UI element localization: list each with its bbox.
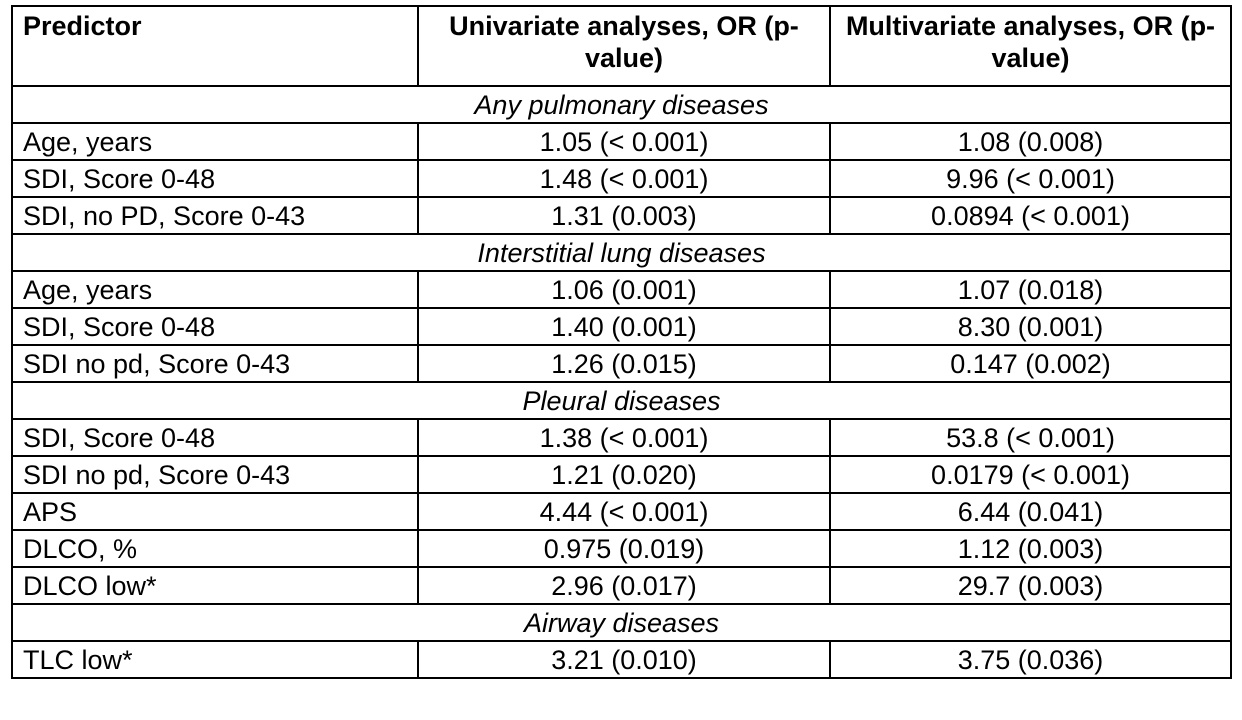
- table-header: Predictor Univariate analyses, OR (p-val…: [11, 5, 1232, 87]
- results-table: Predictor Univariate analyses, OR (p-val…: [11, 5, 1232, 679]
- table-row: Age, years 1.06 (0.001) 1.07 (0.018): [11, 270, 1232, 309]
- table-row: SDI, no PD, Score 0-43 1.31 (0.003) 0.0894…: [11, 196, 1232, 235]
- multivariate-cell: 9.96 (< 0.001): [829, 159, 1232, 198]
- section-title: Any pulmonary diseases: [11, 85, 1232, 124]
- multivariate-cell: 3.75 (0.036): [829, 640, 1232, 679]
- multivariate-cell: 8.30 (0.001): [829, 307, 1232, 346]
- table-body: Any pulmonary diseases Age, years 1.05 (< …: [11, 85, 1232, 679]
- univariate-cell: 1.38 (< 0.001): [417, 418, 831, 457]
- univariate-cell: 3.21 (0.010): [417, 640, 831, 679]
- predictor-cell: SDI, Score 0-48: [11, 418, 419, 457]
- univariate-cell: 0.975 (0.019): [417, 529, 831, 568]
- header-predictor: Predictor: [11, 5, 419, 87]
- predictor-cell: DLCO, %: [11, 529, 419, 568]
- predictor-cell: SDI no pd, Score 0-43: [11, 455, 419, 494]
- multivariate-cell: 0.147 (0.002): [829, 344, 1232, 383]
- univariate-cell: 1.05 (< 0.001): [417, 122, 831, 161]
- multivariate-cell: 1.12 (0.003): [829, 529, 1232, 568]
- table-row: SDI, Score 0-48 1.38 (< 0.001) 53.8 (< 0.0…: [11, 418, 1232, 457]
- predictor-cell: SDI, Score 0-48: [11, 159, 419, 198]
- table-row: SDI no pd, Score 0-43 1.21 (0.020) 0.0179 …: [11, 455, 1232, 494]
- section-row: Airway diseases: [11, 603, 1232, 642]
- univariate-cell: 1.31 (0.003): [417, 196, 831, 235]
- table-row: DLCO, % 0.975 (0.019) 1.12 (0.003): [11, 529, 1232, 568]
- univariate-cell: 1.21 (0.020): [417, 455, 831, 494]
- predictor-cell: SDI, Score 0-48: [11, 307, 419, 346]
- table-row: SDI, Score 0-48 1.40 (0.001) 8.30 (0.001): [11, 307, 1232, 346]
- multivariate-cell: 29.7 (0.003): [829, 566, 1232, 605]
- section-title: Airway diseases: [11, 603, 1232, 642]
- predictor-cell: Age, years: [11, 270, 419, 309]
- multivariate-cell: 0.0894 (< 0.001): [829, 196, 1232, 235]
- predictor-cell: SDI no pd, Score 0-43: [11, 344, 419, 383]
- section-row: Any pulmonary diseases: [11, 85, 1232, 124]
- section-title: Interstitial lung diseases: [11, 233, 1232, 272]
- table-row: DLCO low* 2.96 (0.017) 29.7 (0.003): [11, 566, 1232, 605]
- header-row: Predictor Univariate analyses, OR (p-val…: [11, 5, 1232, 87]
- table-row: APS 4.44 (< 0.001) 6.44 (0.041): [11, 492, 1232, 531]
- predictor-cell: TLC low*: [11, 640, 419, 679]
- multivariate-cell: 1.07 (0.018): [829, 270, 1232, 309]
- header-multivariate: Multivariate analyses, OR (p-value): [829, 5, 1232, 87]
- multivariate-cell: 6.44 (0.041): [829, 492, 1232, 531]
- univariate-cell: 4.44 (< 0.001): [417, 492, 831, 531]
- univariate-cell: 1.48 (< 0.001): [417, 159, 831, 198]
- multivariate-cell: 1.08 (0.008): [829, 122, 1232, 161]
- predictor-cell: DLCO low*: [11, 566, 419, 605]
- univariate-cell: 1.26 (0.015): [417, 344, 831, 383]
- section-title: Pleural diseases: [11, 381, 1232, 420]
- univariate-cell: 1.06 (0.001): [417, 270, 831, 309]
- table-row: TLC low* 3.21 (0.010) 3.75 (0.036): [11, 640, 1232, 679]
- header-univariate: Univariate analyses, OR (p-value): [417, 5, 831, 87]
- multivariate-cell: 0.0179 (< 0.001): [829, 455, 1232, 494]
- section-row: Interstitial lung diseases: [11, 233, 1232, 272]
- multivariate-cell: 53.8 (< 0.001): [829, 418, 1232, 457]
- table-row: Age, years 1.05 (< 0.001) 1.08 (0.008): [11, 122, 1232, 161]
- predictor-cell: SDI, no PD, Score 0-43: [11, 196, 419, 235]
- table-row: SDI no pd, Score 0-43 1.26 (0.015) 0.147 (…: [11, 344, 1232, 383]
- univariate-cell: 1.40 (0.001): [417, 307, 831, 346]
- predictor-cell: APS: [11, 492, 419, 531]
- table-row: SDI, Score 0-48 1.48 (< 0.001) 9.96 (< 0.0…: [11, 159, 1232, 198]
- univariate-cell: 2.96 (0.017): [417, 566, 831, 605]
- section-row: Pleural diseases: [11, 381, 1232, 420]
- predictor-cell: Age, years: [11, 122, 419, 161]
